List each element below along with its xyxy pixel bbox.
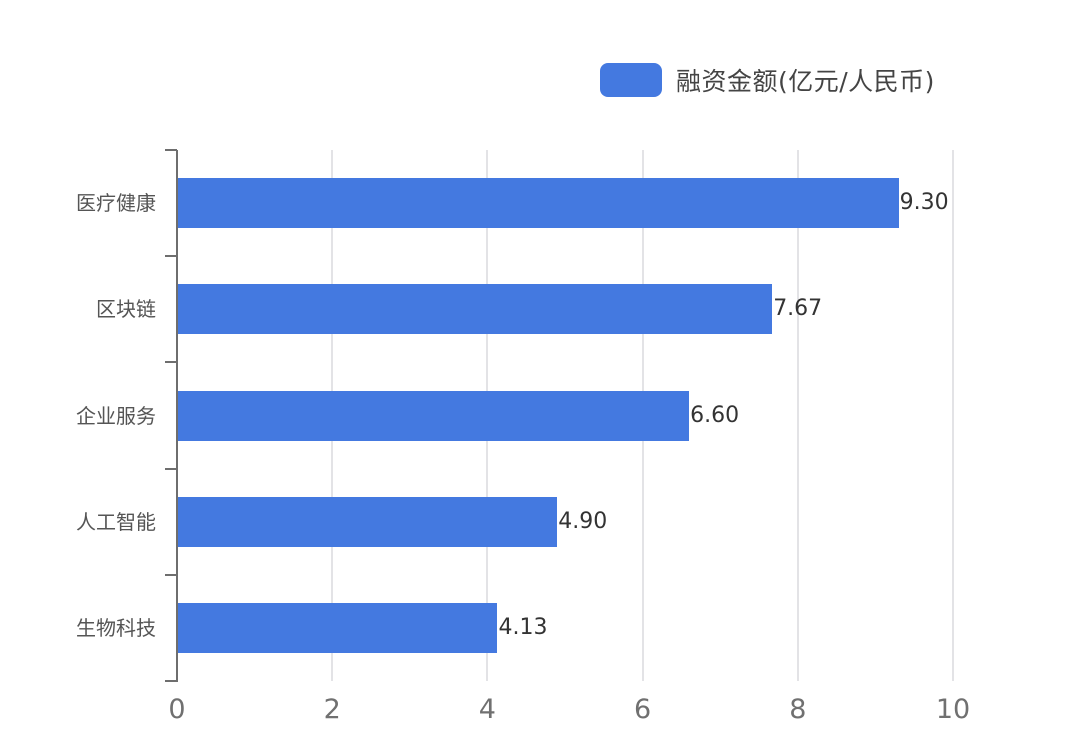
x-tick-label: 0 bbox=[168, 694, 186, 725]
x-tick-label: 8 bbox=[789, 694, 807, 725]
category-label: 医疗健康 bbox=[76, 191, 156, 216]
x-tick-label: 2 bbox=[323, 694, 341, 725]
category-label: 人工智能 bbox=[76, 509, 156, 534]
bar-value-label: 4.13 bbox=[498, 614, 548, 640]
y-tick bbox=[165, 361, 177, 364]
legend[interactable]: 融资金额(亿元/人民币) bbox=[600, 62, 935, 98]
bar-value-label: 9.30 bbox=[899, 190, 949, 216]
y-tick bbox=[165, 255, 177, 258]
bar-value-label: 4.90 bbox=[558, 508, 608, 534]
bar[interactable] bbox=[178, 496, 558, 547]
gridline-x bbox=[952, 150, 954, 681]
category-label: 区块链 bbox=[96, 297, 156, 322]
bar[interactable] bbox=[178, 284, 773, 335]
bar-value-label: 6.60 bbox=[690, 402, 740, 428]
bar[interactable] bbox=[178, 602, 498, 653]
category-label: 企业服务 bbox=[76, 403, 156, 428]
legend-label: 融资金额(亿元/人民币) bbox=[676, 67, 935, 96]
x-tick-label: 4 bbox=[478, 694, 496, 725]
y-tick bbox=[165, 680, 177, 682]
y-tick bbox=[165, 149, 177, 151]
bar[interactable] bbox=[178, 390, 690, 441]
bar[interactable] bbox=[178, 178, 899, 229]
y-tick bbox=[165, 573, 177, 576]
y-tick bbox=[165, 467, 177, 470]
x-tick-label: 10 bbox=[935, 694, 971, 725]
bar-value-label: 7.67 bbox=[773, 296, 823, 322]
gridline-x bbox=[796, 150, 799, 681]
legend-swatch bbox=[600, 63, 662, 97]
category-label: 生物科技 bbox=[76, 615, 156, 640]
x-tick-label: 6 bbox=[634, 694, 652, 725]
y-axis-line bbox=[176, 150, 178, 682]
